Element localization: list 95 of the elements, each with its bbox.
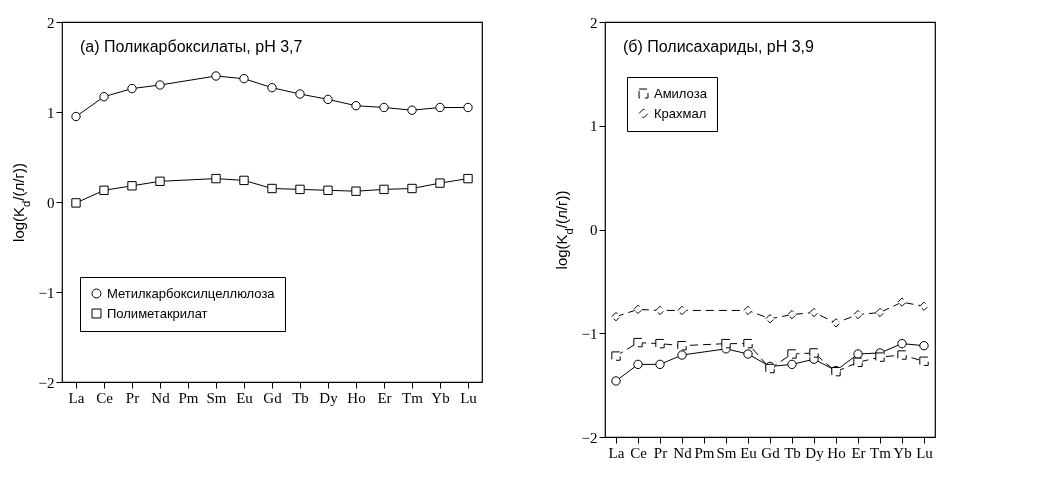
point <box>127 181 137 191</box>
point <box>267 83 277 93</box>
point <box>897 350 907 360</box>
x-tick-label: Ce <box>96 389 114 406</box>
legend-label: Амилоза <box>654 85 708 101</box>
x-tick-label: Eu <box>236 389 254 406</box>
x-tick-label: Sm <box>716 444 737 461</box>
point <box>295 184 305 195</box>
y-tick-label: 2 <box>590 14 598 31</box>
point <box>407 105 417 115</box>
x-tick-label: Lu <box>916 444 934 461</box>
x-tick-label: La <box>68 389 85 406</box>
x-tick-label: Tb <box>292 389 309 406</box>
x-tick-label: Ho <box>347 389 366 406</box>
point <box>875 352 885 362</box>
point <box>239 175 249 186</box>
point <box>71 111 81 122</box>
point <box>677 341 687 351</box>
x-tick-label: Nd <box>673 444 693 461</box>
y-tick-label: −1 <box>581 325 598 342</box>
x-tick-label: Pm <box>694 444 715 461</box>
point <box>351 186 361 196</box>
y-tick-label: 1 <box>590 118 598 135</box>
point <box>351 101 361 111</box>
x-tick-label: Yb <box>431 389 450 406</box>
point <box>655 359 665 370</box>
point <box>897 338 907 349</box>
x-tick-label: Er <box>377 389 392 406</box>
point <box>155 80 165 90</box>
point <box>239 74 249 84</box>
point <box>211 71 221 81</box>
point <box>919 341 929 351</box>
x-tick-label: Dy <box>319 389 339 406</box>
x-tick-label: Er <box>851 444 866 461</box>
point <box>71 198 81 208</box>
legend-label: Полиметакрилат <box>107 305 208 321</box>
point <box>155 176 165 186</box>
text: (а) Поликарбоксилаты, pH 3,7 <box>80 38 303 55</box>
y-tick-label: −1 <box>38 284 55 301</box>
x-tick-label: Sm <box>206 389 227 406</box>
point <box>379 184 389 195</box>
x-tick-label: Yb <box>893 444 912 461</box>
legend-label: Метилкарбоксилцеллюлоза <box>107 285 276 301</box>
point <box>267 183 277 194</box>
point <box>379 102 389 113</box>
point <box>435 178 445 188</box>
point <box>211 173 221 184</box>
y-tick-label: 2 <box>47 14 55 31</box>
point <box>853 349 863 359</box>
point <box>611 351 621 361</box>
y-tick-label: 0 <box>590 222 598 238</box>
point <box>919 356 929 366</box>
point <box>323 94 333 105</box>
x-tick-label: Gd <box>263 389 283 406</box>
x-tick-label: Tm <box>870 444 892 461</box>
legend-label: Крахмал <box>654 105 707 121</box>
x-tick-label: Nd <box>151 389 171 406</box>
point <box>743 338 753 349</box>
x-tick-label: Tb <box>784 444 801 461</box>
y-tick-label: −2 <box>38 374 55 391</box>
point <box>633 359 643 370</box>
text: (б) Полисахариды, pH 3,9 <box>623 38 815 55</box>
y-tick-label: −2 <box>581 429 598 446</box>
x-tick-label: Lu <box>460 389 478 406</box>
point <box>99 92 109 102</box>
x-tick-label: La <box>608 444 625 461</box>
point <box>809 348 819 358</box>
x-tick-label: Pr <box>653 444 668 461</box>
point <box>677 350 687 360</box>
y-tick-label: 1 <box>47 104 55 121</box>
x-tick-label: Pr <box>125 389 140 406</box>
point <box>721 338 731 349</box>
point <box>611 376 621 386</box>
x-tick-label: Eu <box>740 444 758 461</box>
x-tick-label: Ho <box>827 444 846 461</box>
point <box>787 349 797 359</box>
point <box>787 359 797 370</box>
x-tick-label: Gd <box>761 444 781 461</box>
y-tick-label: 0 <box>47 194 55 211</box>
x-tick-label: Pm <box>178 389 199 406</box>
x-tick-label: Dy <box>805 444 825 461</box>
point <box>127 83 137 94</box>
point <box>463 173 473 184</box>
x-tick-label: Ce <box>630 444 648 461</box>
point <box>323 185 333 195</box>
point <box>743 349 753 359</box>
point <box>655 338 665 349</box>
point <box>463 102 473 113</box>
point <box>853 357 863 367</box>
point <box>633 337 643 348</box>
point <box>99 185 109 195</box>
x-tick-label: Tm <box>402 389 424 406</box>
point <box>295 89 305 99</box>
point <box>407 183 417 194</box>
point <box>435 102 445 113</box>
